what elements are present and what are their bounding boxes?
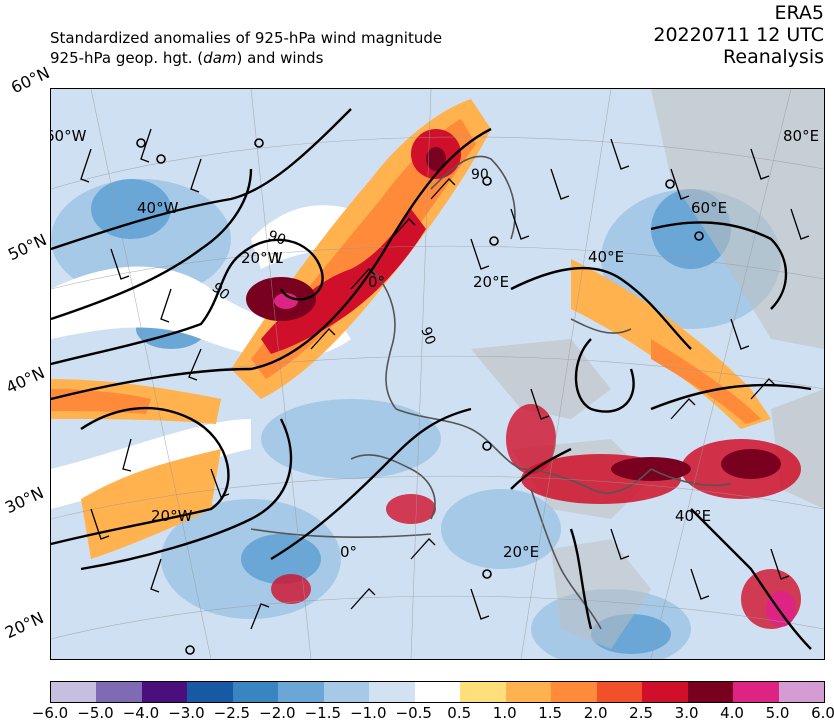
colorbar-swatch [778,682,824,702]
map-subtitle: Standardized anomalies of 925-hPa wind m… [50,28,442,68]
colorbar-tick-label: −2.5 [213,704,251,722]
colorbar-swatch [733,682,779,702]
lon-label-0-south: 0° [340,543,358,561]
lat-label-40n: 40°N [3,362,48,398]
lon-label-20w-north: 20°W [241,249,283,267]
colorbar-tick-label: −6.0 [31,704,69,722]
low-marker: L [275,251,283,267]
lon-label-40e-north: 40°E [588,248,625,266]
colorbar-tick-label: 4.0 [720,704,744,722]
lat-label-20n: 20°N [2,607,47,643]
contour-label-3: 90 [417,325,438,347]
station-markers [136,138,704,655]
colorbar-swatch [642,682,688,702]
positive-anomaly-west-core [51,389,151,414]
dataset-label: ERA5 [774,2,824,24]
lat-label-30n: 30°N [2,482,47,518]
colorbar-tick-label: −0.5 [395,704,432,722]
colorbar-swatch [687,682,734,702]
lon-label-0-north: 0° [368,273,386,291]
title-line-2-unit: dam [203,49,237,67]
colorbar-swatch [414,682,461,702]
map-panel: L 90 90 90 90 60°W 40°W 20°W 0° 20°E 40°… [50,88,825,660]
positive-anomaly-east [571,259,771,429]
lon-label-60e: 60°E [691,199,728,217]
lat-label-50n: 50°N [5,229,50,265]
colorbar-tick-label: 0.5 [447,704,472,722]
colorbar-tick-label: −4.0 [122,704,160,722]
contour-label-1: 90 [266,228,288,249]
title-line-2: 925-hPa geop. hgt. (dam) and winds [50,48,442,68]
colorbar-tick-label: 2.0 [583,704,608,722]
lon-label-20w-south: 20°W [151,507,193,525]
anomaly-map: L 90 90 90 90 [51,89,824,659]
colorbar-swatch [51,682,97,702]
wind-barbs [80,128,810,630]
lon-label-40w: 40°W [137,199,179,217]
colorbar-tick-label: 1.0 [492,704,517,722]
colorbar-tick-label: −5.0 [77,704,114,722]
coastlines [250,155,732,630]
colorbar-ticks: −6.0 −5.0 −4.0 −3.0 −2.5 −2.0 −1.5 −1.0 −0.5 0.5 1… [32,704,834,724]
colorbar-swatch [278,682,324,702]
lon-label-40e-south: 40°E [675,507,712,525]
title-line-1: Standardized anomalies of 925-hPa wind m… [50,29,443,47]
positive-anomaly-jet [231,99,491,399]
colorbar-swatch [460,682,506,702]
colorbar [50,681,825,703]
title-line-2-post: ) and winds [236,49,324,67]
contour-label-4: 90 [471,167,489,183]
colorbar-tick-label: 6.0 [811,704,834,722]
product-label: Reanalysis [723,46,824,68]
datetime-label: 20220711 12 UTC [653,24,824,46]
map-title-right: ERA5 20220711 12 UTC Reanalysis [653,2,824,68]
colorbar-tick-label: 5.0 [765,704,790,722]
colorbar-swatch [323,682,370,702]
colorbar-swatch [596,682,643,702]
lon-label-20e-north: 20°E [473,273,510,291]
colorbar-tick-label: 1.5 [538,704,563,722]
colorbar-swatch [551,682,597,702]
title-line-2-pre: 925-hPa geop. hgt. ( [50,49,204,67]
colorbar-tick-label: 3.0 [674,704,699,722]
lon-label-20e-south: 20°E [503,543,540,561]
colorbar-tick-label: −3.0 [168,704,205,722]
colorbar-tick-label: 2.5 [629,704,654,722]
height-contours [51,108,812,650]
lon-label-80e: 80°E [783,127,820,145]
colorbar-swatch [232,682,279,702]
colorbar-swatch [96,682,142,702]
colorbar-tick-label: −1.0 [350,704,387,722]
colorbar-tick-label: −1.5 [304,704,342,722]
colorbar-swatch [369,682,415,702]
lon-label-60w: 60°W [51,127,87,145]
colorbar-swatch [141,682,188,702]
colorbar-swatch [505,682,552,702]
colorbar-tick-label: −2.0 [259,704,296,722]
colorbar-swatch [187,682,233,702]
lat-label-60n: 60°N [8,62,53,98]
